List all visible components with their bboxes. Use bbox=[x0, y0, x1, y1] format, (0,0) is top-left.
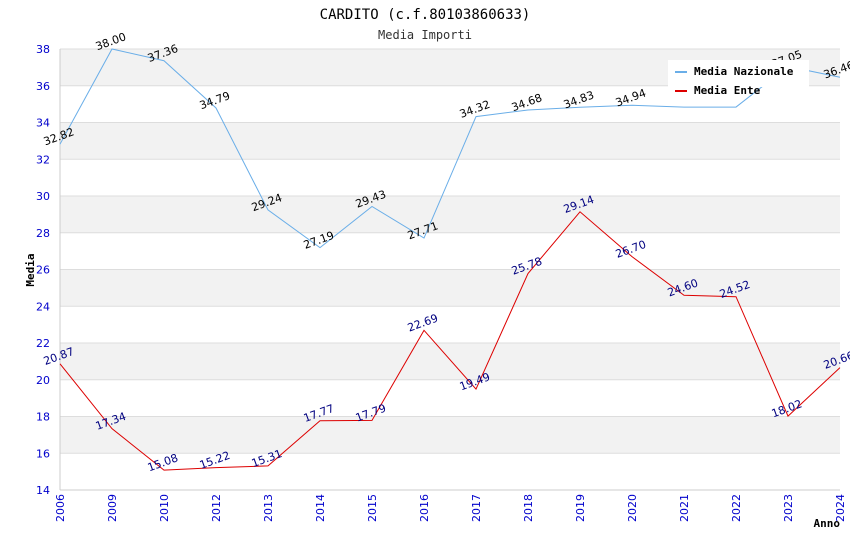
x-tick-label: 2006 bbox=[54, 494, 67, 522]
x-tick-label: 2016 bbox=[418, 494, 431, 522]
y-tick-label: 26 bbox=[36, 264, 50, 277]
plot-band bbox=[60, 85, 840, 123]
y-tick-label: 32 bbox=[36, 153, 50, 166]
x-tick-label: 2023 bbox=[782, 494, 795, 522]
y-tick-label: 24 bbox=[36, 300, 50, 313]
legend-label-nazionale: Media Nazionale bbox=[694, 65, 794, 78]
plot-band bbox=[60, 379, 840, 417]
x-tick-label: 2014 bbox=[314, 494, 327, 522]
y-tick-label: 14 bbox=[36, 484, 50, 497]
x-tick-label: 2018 bbox=[522, 494, 535, 522]
x-tick-label: 2017 bbox=[470, 494, 483, 522]
y-tick-label: 20 bbox=[36, 374, 50, 387]
x-tick-label: 2010 bbox=[158, 494, 171, 522]
plot-band bbox=[60, 269, 840, 307]
plot-bands bbox=[60, 49, 840, 490]
series-lines bbox=[59, 48, 841, 471]
series-line-ente bbox=[59, 211, 841, 471]
y-tick-label: 36 bbox=[36, 80, 50, 93]
legend: Media Nazionale Media Ente bbox=[668, 60, 809, 97]
axes bbox=[59, 49, 840, 491]
y-tick-labels: 14 16 18 20 22 24 26 28 30 32 34 36 38 bbox=[36, 43, 50, 497]
plot-band bbox=[60, 343, 840, 380]
legend-label-ente: Media Ente bbox=[694, 84, 761, 97]
plot-band bbox=[60, 122, 840, 160]
plot-band bbox=[60, 416, 840, 454]
x-tick-labels: 2006 2009 2010 2012 2013 2014 2015 2016 2017 2018… bbox=[54, 494, 847, 522]
chart-title: CARDITO (c.f.80103860633) bbox=[320, 7, 531, 23]
plot-band bbox=[60, 453, 840, 490]
x-tick-label: 2013 bbox=[262, 494, 275, 522]
plot-band bbox=[60, 232, 840, 270]
y-tick-label: 28 bbox=[36, 227, 50, 240]
y-axis-title: Media bbox=[24, 253, 37, 286]
x-axis-title: Anno bbox=[814, 517, 841, 530]
y-tick-label: 18 bbox=[36, 411, 50, 424]
x-tick-label: 2020 bbox=[626, 494, 639, 522]
plot-band bbox=[60, 306, 840, 343]
x-tick-label: 2015 bbox=[366, 494, 379, 522]
x-tick-label: 2009 bbox=[106, 494, 119, 522]
y-tick-label: 16 bbox=[36, 447, 50, 460]
x-tick-label: 2019 bbox=[574, 494, 587, 522]
y-tick-label: 34 bbox=[36, 117, 50, 130]
y-tick-label: 30 bbox=[36, 190, 50, 203]
series-line-nazionale bbox=[59, 48, 841, 249]
legend-box bbox=[668, 60, 809, 87]
chart-subtitle: Media Importi bbox=[378, 28, 472, 42]
x-tick-label: 2021 bbox=[678, 494, 691, 522]
y-tick-label: 22 bbox=[36, 337, 50, 350]
y-tick-label: 38 bbox=[36, 43, 50, 56]
x-tick-label: 2022 bbox=[730, 494, 743, 522]
plot-band bbox=[60, 196, 840, 233]
x-tick-label: 2024 bbox=[834, 494, 847, 522]
x-tick-label: 2012 bbox=[210, 494, 223, 522]
